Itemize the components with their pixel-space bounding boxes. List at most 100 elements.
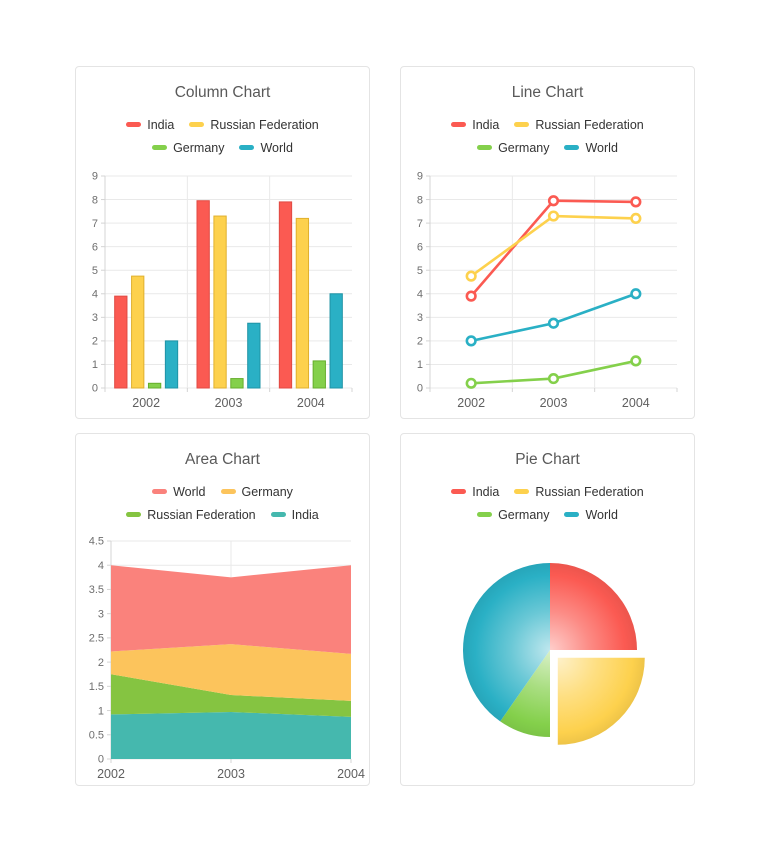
legend-label: Russian Federation: [535, 117, 644, 132]
legend-item-russian-federation[interactable]: Russian Federation: [189, 117, 319, 133]
bar-world-2002: [164, 340, 179, 389]
legend-swatch-icon: [270, 512, 286, 517]
axis-label: 2: [417, 336, 423, 348]
axis-label: 2.5: [89, 633, 104, 645]
charts-grid: Column Chart India Russian Federation Germ…: [75, 66, 695, 786]
axis-label: 7: [417, 218, 423, 230]
area-chart-panel: Area Chart World Germany Russian Federatio…: [75, 433, 370, 786]
legend-item-germany[interactable]: Germany: [220, 484, 293, 500]
legend-swatch-icon: [126, 122, 142, 127]
legend-label: Russian Federation: [210, 117, 319, 132]
axis-label: 3: [417, 312, 423, 324]
legend-item-germany[interactable]: Germany: [152, 140, 224, 156]
bar-germany-2003: [230, 378, 244, 389]
axis-label: 5: [92, 265, 98, 277]
axis-label: 3: [98, 608, 104, 620]
legend-label: India: [472, 484, 500, 499]
legend-label: Germany: [498, 507, 550, 522]
legend-swatch-icon: [514, 489, 530, 494]
axis-label: 2004: [297, 396, 325, 410]
axis-label: 2003: [540, 396, 568, 410]
legend-item-world[interactable]: World: [152, 484, 206, 500]
pie-chart-canvas: [463, 563, 645, 745]
legend-swatch-icon: [477, 145, 493, 150]
axis-label: 8: [92, 194, 98, 206]
marker-india-2002: [465, 290, 477, 302]
marker-russian-federation-2004: [630, 212, 642, 225]
axis-label: 2004: [622, 396, 650, 410]
legend-label: World: [585, 140, 618, 155]
bar-germany-2004: [312, 360, 326, 389]
legend-label: India: [147, 117, 175, 132]
legend-label: Germany: [241, 484, 293, 499]
marker-india-2004: [630, 196, 642, 208]
legend-item-india[interactable]: India: [451, 484, 499, 500]
pie-slice-russian-federation[interactable]: [557, 657, 645, 745]
area-series-world: [111, 565, 351, 654]
marker-germany-2003: [547, 372, 560, 385]
axis-label: 0.5: [89, 729, 104, 741]
axis-label: 1: [92, 359, 98, 371]
axis-label: 0: [92, 383, 98, 395]
line-chart-canvas: 0 1 2 3 4 5 6 7 8 9 2002 2003 2004: [417, 171, 678, 410]
pie-slice-world[interactable]: [463, 563, 550, 722]
chart-title: Line Chart: [511, 84, 584, 101]
axis-label: 2003: [215, 396, 243, 410]
legend-swatch-icon: [239, 145, 255, 150]
legend-item-world[interactable]: World: [239, 140, 293, 156]
axis-label: 4: [98, 560, 104, 572]
axis-label: 1: [417, 359, 423, 371]
bar-india-2002: [114, 295, 128, 389]
legend-item-world[interactable]: World: [564, 507, 618, 523]
axis-label: 9: [417, 171, 423, 183]
axis-label: 3: [92, 312, 98, 324]
marker-germany-2004: [630, 355, 642, 367]
legend-item-russian-federation[interactable]: Russian Federation: [514, 117, 644, 133]
legend-item-germany[interactable]: Germany: [477, 507, 549, 523]
legend-item-russian-federation[interactable]: Russian Federation: [514, 484, 644, 500]
area-series-russian-federation: [111, 674, 351, 717]
bar-india-2004: [278, 201, 293, 389]
legend-label: World: [173, 484, 206, 499]
axis-label: 4.5: [89, 536, 104, 548]
pie-chart-panel: Pie Chart India Russian Federation Germany…: [400, 433, 695, 786]
column-chart-canvas: 0 1 2 3 4 5 6 7 8 9 2002 2003 2004: [92, 171, 353, 410]
legend-label: Russian Federation: [535, 484, 644, 499]
axis-label: 4: [92, 288, 98, 300]
pie-slice-germany[interactable]: [500, 650, 550, 737]
area-series-germany: [111, 644, 351, 701]
legend-item-russian-federation[interactable]: Russian Federation: [126, 507, 256, 523]
legend-swatch-icon: [152, 145, 168, 150]
legend-swatch-icon: [564, 145, 580, 150]
marker-world-2004: [630, 288, 642, 300]
legend-item-world[interactable]: World: [564, 140, 618, 156]
legend-swatch-icon: [220, 489, 236, 494]
legend-item-india[interactable]: India: [270, 507, 319, 523]
legend-label: India: [291, 507, 319, 522]
legend-item-india[interactable]: India: [126, 117, 174, 133]
marker-world-2002: [465, 335, 477, 347]
axis-label: 6: [92, 241, 98, 253]
axis-label: 7: [92, 218, 98, 230]
axis-label: 2004: [337, 767, 365, 781]
legend-item-india[interactable]: India: [451, 117, 499, 133]
legend-item-germany[interactable]: Germany: [477, 140, 549, 156]
legend-label: Russian Federation: [147, 507, 256, 522]
axis-label: 0: [98, 754, 104, 766]
axis-label: 0: [417, 383, 423, 395]
axis-label: 6: [417, 241, 423, 253]
chart-title: Pie Chart: [515, 451, 580, 468]
legend-swatch-icon: [514, 122, 530, 127]
axis-label: 5: [417, 265, 423, 277]
pie-slice-india[interactable]: [550, 563, 637, 650]
legend-swatch-icon: [126, 512, 142, 517]
legend-swatch-icon: [152, 489, 168, 494]
axis-label: 1: [98, 705, 104, 717]
axis-label: 2: [98, 657, 104, 669]
legend-swatch-icon: [451, 489, 467, 494]
bar-world-2004: [329, 293, 343, 389]
axis-label: 8: [417, 194, 423, 206]
legend-swatch-icon: [451, 122, 467, 127]
legend-label: Germany: [173, 140, 225, 155]
